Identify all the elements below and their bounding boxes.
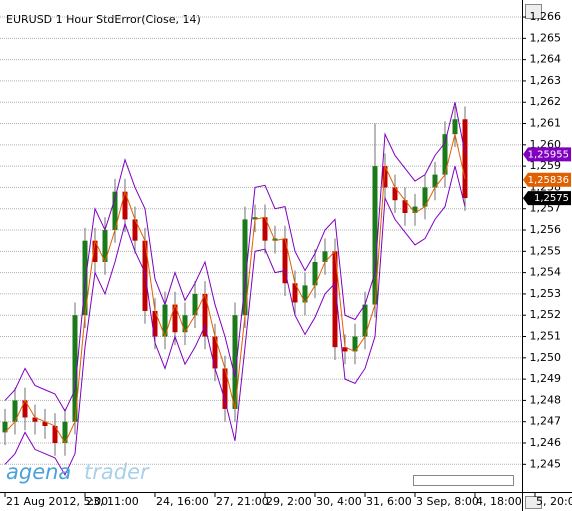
y-tick-label: 1,265 [530,31,562,44]
scrollbar[interactable] [413,475,514,486]
candle-body [132,219,138,241]
candle-body [72,315,78,422]
candle-body [372,166,378,305]
plot [0,16,522,477]
candle-body [92,240,98,262]
y-tick-label: 1,255 [530,244,562,257]
candle-body [452,119,458,135]
candle-body [322,251,328,262]
logo-left: agena [6,460,71,484]
candle-body [152,310,158,337]
candle-body [412,206,418,213]
y-tick-label: 1,259 [530,159,562,172]
candle-body [82,240,88,316]
candle-body [12,400,18,422]
y-tick-label: 1,248 [530,393,562,406]
candle-body [162,304,168,337]
x-tick-label: 4, 18:00 [476,495,522,508]
candle-body [392,187,398,201]
price-marker [523,191,571,206]
price-marker-label: 1,2575 [534,193,569,204]
candle-body [242,219,248,316]
candle-body [352,336,358,352]
candle-body [212,336,218,369]
price-marker-label: 1,25955 [528,149,569,160]
candle-body [282,238,288,284]
x-tick-label: 30, 4:00 [316,495,362,508]
candle-body [312,261,318,286]
candle-body [442,134,448,175]
y-tick-label: 1,250 [530,351,562,364]
x-tick-label: 27, 21:00 [216,495,269,508]
y-tick-label: 1,249 [530,372,562,385]
y-tick-label: 1,256 [530,223,562,236]
candle-body [182,315,188,333]
candle-body [332,251,338,348]
candle-body [462,119,468,199]
candle-body [362,304,368,337]
candle-body [62,421,68,444]
candle-body [342,347,348,352]
y-tick-label: 1,251 [530,330,562,343]
x-tick-label: 3 Sep, 8:00 [416,495,479,508]
band-line [4,134,466,445]
price-marker [523,147,571,162]
candle-body [292,283,298,303]
candle-body [222,368,228,409]
candle-body [172,304,178,333]
candle-body [402,200,408,213]
x-tick-label: 23, 11:00 [86,495,139,508]
x-tick-label: 31, 6:00 [366,495,412,508]
y-tick-label: 1,247 [530,415,562,428]
candle-body [262,217,268,241]
y-tick-label: 1,263 [530,74,562,87]
y-tick-label: 1,252 [530,308,562,321]
y-tick-label: 1,264 [530,53,562,66]
y-tick-label: 1,254 [530,266,562,279]
candle-body [22,400,28,418]
candle-body [252,217,258,220]
y-tick-label: 1,253 [530,287,562,300]
candle-body [422,187,428,207]
candle-body [432,174,438,188]
candle-body [382,166,388,188]
y-tick-label: 1,245 [530,457,562,470]
x-tick-label: 5, 20:00 [536,495,572,508]
candle-body [302,285,308,303]
y-tick-label: 1,266 [530,10,562,23]
top-button[interactable] [525,4,542,19]
candle-body [122,191,128,220]
candle-body [112,191,118,231]
candle-body [102,230,108,262]
candle-body [2,421,8,433]
y-tick-label: 1,262 [530,95,562,108]
logo-right: trader [84,460,150,484]
price-marker-label: 1,25836 [528,175,569,186]
y-tick-label: 1,246 [530,436,562,449]
candle-body [202,293,208,337]
price-marker [523,172,571,187]
candle-body [52,425,58,444]
candle-body [192,293,198,316]
band-line [4,102,466,413]
x-tick-label: 21 Aug 2012, 5:00 [6,495,108,508]
candle-body [232,315,238,409]
y-tick-label: 1,261 [530,117,562,130]
candle-body [42,421,48,426]
x-tick-label: 29, 2:00 [266,495,312,508]
candle-body [32,417,38,422]
x-tick-label: 24, 16:00 [156,495,209,508]
chart-title: EURUSD 1 Hour StdError(Close, 14) [6,13,201,26]
band-line [4,166,466,477]
bottom-button[interactable] [525,496,542,509]
